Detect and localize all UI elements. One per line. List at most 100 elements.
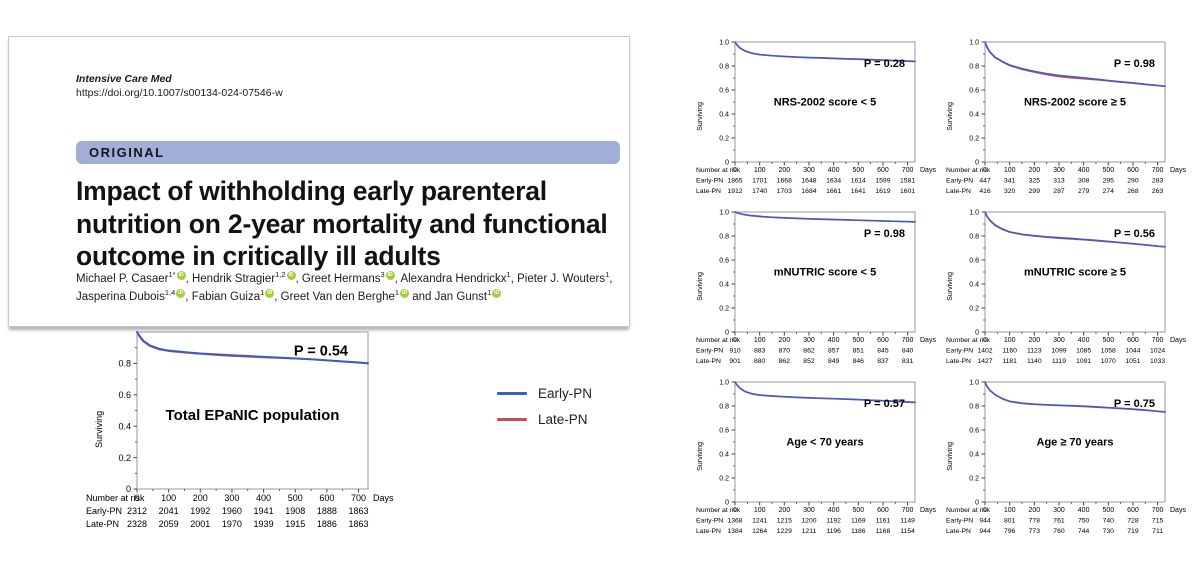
risk-count: 837 [877,358,889,365]
risk-row-label: Late-PN [946,358,971,365]
risk-count: 308 [1078,178,1090,185]
risk-count: 852 [803,358,815,365]
paper-title: Impact of withholding early parenteral n… [76,176,608,272]
svg-text:1.0: 1.0 [719,379,729,386]
author: Hendrik Stragier1,2 iD, [191,270,302,285]
risk-count: 761 [1053,518,1065,525]
risk-count: 1960 [222,506,242,516]
svg-text:1.0: 1.0 [969,209,979,216]
km-chart-mnutric-ge5: 1.0 0.8 0.6 0.4 0.2 0 0 100 200 300 400 500 600 700 Da… [945,206,1195,374]
svg-text:200: 200 [778,167,790,174]
risk-count: 750 [1078,518,1090,525]
svg-text:600: 600 [1127,507,1139,514]
author-list: Michael P. Casaer1* iD, Hendrik Stragier1… [76,271,628,307]
p-value-label: P = 0.98 [1114,58,1155,70]
risk-table-header: Number at risk [946,507,991,514]
risk-count: 447 [979,178,991,185]
y-axis-label: Surviving [697,272,704,301]
svg-text:0: 0 [725,159,729,166]
svg-text:300: 300 [1053,337,1065,344]
risk-count: 801 [1004,518,1016,525]
risk-count: 1684 [801,188,816,195]
orcid-icon: iD [265,288,275,298]
svg-text:0.2: 0.2 [719,475,729,482]
risk-count: 796 [1004,528,1016,535]
risk-count: 268 [1127,188,1139,195]
chart-title: mNUTRIC score < 5 [774,267,876,279]
author: Jan Gunst1 iD [434,287,502,303]
risk-count: 1181 [1002,358,1017,365]
svg-text:0: 0 [983,167,987,174]
risk-table-header: Number at risk [946,337,991,344]
svg-text:700: 700 [351,493,366,503]
legend-item-early-pn: Early-PN [497,386,592,401]
risk-count: 1058 [1101,348,1116,355]
svg-text:700: 700 [902,167,914,174]
svg-text:0.6: 0.6 [719,427,729,434]
risk-row-label: Late-PN [946,188,971,195]
svg-text:0.8: 0.8 [719,403,729,410]
risk-count: 849 [828,358,840,365]
risk-row-label: Late-PN [696,358,721,365]
km-curve-early-pn [136,331,369,365]
svg-text:1.0: 1.0 [969,39,979,46]
p-value-label: P = 0.54 [294,344,348,360]
km-chart-age-lt70: 1.0 0.8 0.6 0.4 0.2 0 0 100 200 300 400 500 600 700 Da… [695,376,945,544]
svg-text:200: 200 [1028,507,1040,514]
risk-count: 320 [1004,188,1016,195]
y-axis-label: Surviving [947,442,954,471]
risk-count: 325 [1029,178,1041,185]
risk-row-label: Early-PN [696,518,723,525]
risk-count: 1939 [254,519,274,529]
svg-text:200: 200 [1028,167,1040,174]
author: Greet Van den Berghe1 iD and [280,287,435,303]
risk-count: 910 [729,348,741,355]
km-curve-early-pn [984,41,1166,87]
svg-text:300: 300 [1053,507,1065,514]
risk-count: 1099 [1051,348,1066,355]
svg-text:600: 600 [877,507,889,514]
svg-text:200: 200 [778,337,790,344]
risk-row-label: Late-PN [946,528,971,535]
chart-title: Age ≥ 70 years [1037,437,1114,449]
svg-text:0: 0 [725,499,729,506]
svg-text:600: 600 [877,167,889,174]
risk-count: 1427 [977,358,992,365]
risk-count: 851 [853,348,865,355]
risk-count: 846 [853,358,865,365]
risk-count: 1070 [1101,358,1116,365]
risk-count: 1641 [851,188,866,195]
svg-text:0: 0 [733,167,737,174]
risk-count: 715 [1152,518,1164,525]
risk-count: 1140 [1027,358,1042,365]
risk-count: 901 [729,358,741,365]
risk-count: 274 [1103,188,1115,195]
risk-count: 778 [1029,518,1041,525]
risk-count: 1703 [777,188,792,195]
km-chart-total-epanic: 0.8 0.6 0.4 0.2 0 0 100 200 300 400 500 600 700 Days S… [85,326,415,542]
doi-text: https://doi.org/10.1007/s00134-024-07546… [76,86,283,99]
section-banner: ORIGINAL [76,141,620,164]
risk-count: 1196 [826,528,841,535]
svg-text:0.2: 0.2 [118,453,131,463]
risk-count: 1601 [900,188,915,195]
risk-count: 287 [1053,188,1065,195]
svg-text:700: 700 [902,337,914,344]
svg-text:600: 600 [1127,337,1139,344]
svg-text:0.8: 0.8 [118,359,131,369]
risk-count: 1908 [285,506,305,516]
risk-count: 1619 [875,188,890,195]
risk-count: 1241 [752,518,767,525]
svg-text:0.4: 0.4 [969,281,979,288]
km-chart-nrs-ge5: 1.0 0.8 0.6 0.4 0.2 0 0 100 200 300 400 500 600 700 Da… [945,36,1195,204]
risk-count: 831 [902,358,914,365]
journal-block: Intensive Care Med https://doi.org/10.10… [76,73,283,100]
orcid-icon: iD [492,288,502,298]
risk-count: 862 [803,348,815,355]
risk-count: 773 [1029,528,1041,535]
orcid-icon: iD [385,271,395,281]
svg-text:100: 100 [161,493,176,503]
risk-count: 299 [1029,188,1041,195]
x-axis-unit: Days [1170,507,1186,514]
author: Greet Hermans3 iD, [301,270,401,285]
